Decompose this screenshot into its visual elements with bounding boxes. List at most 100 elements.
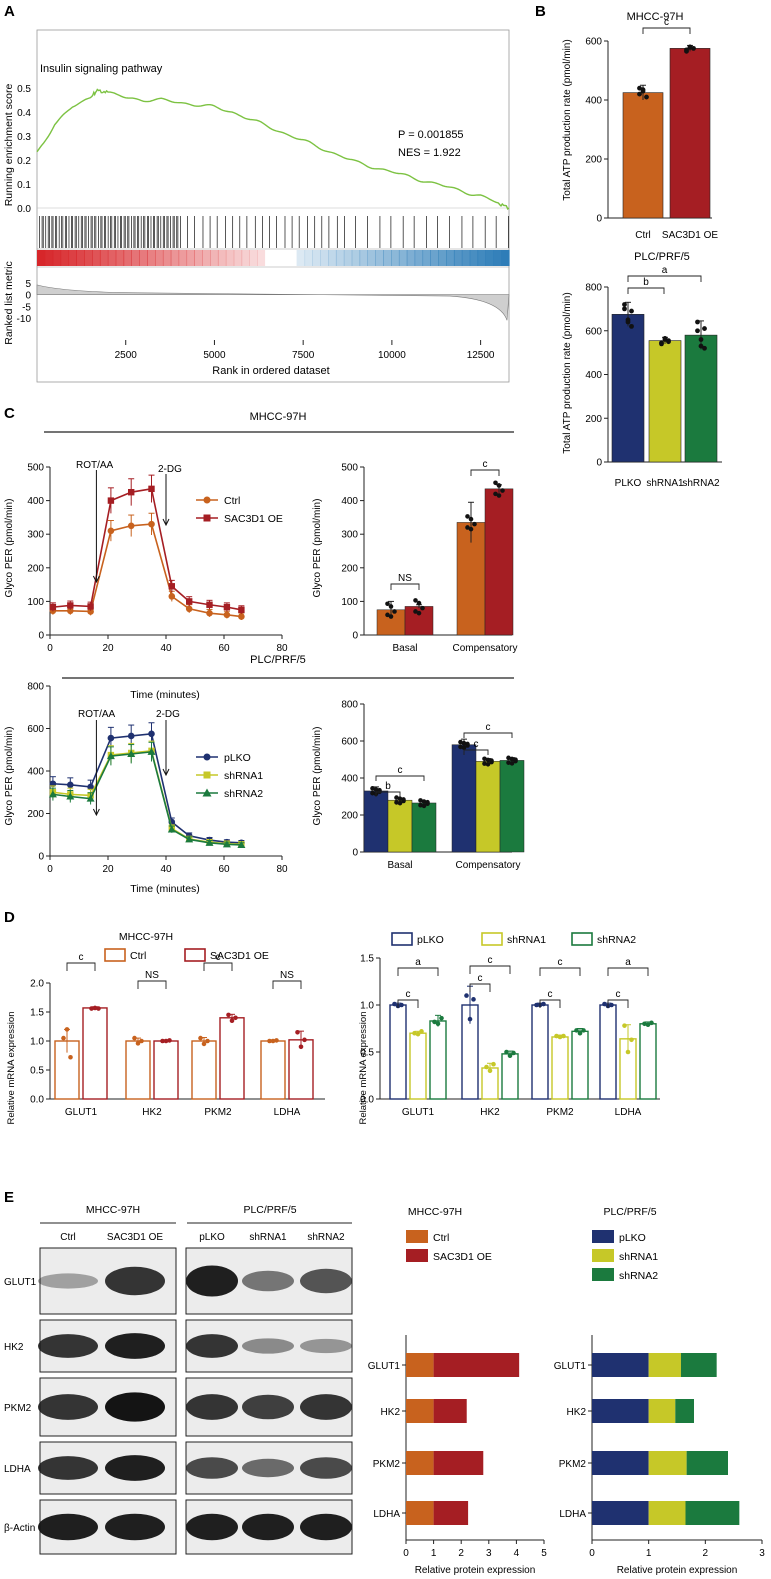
c-top-bar-y-tick-label: 100: [341, 597, 358, 608]
d-left-bar: [219, 1017, 245, 1100]
panel-a-gsea: Insulin signaling pathway P = 0.001855 N…: [3, 29, 510, 383]
c-bot-bar-dot: [458, 744, 463, 750]
e-left-bar-segment: [406, 1353, 434, 1377]
c-top-marker: [87, 603, 94, 610]
c-top-x-tick-label: 20: [102, 643, 114, 654]
c-bot-marker: [148, 730, 155, 738]
c-top-title: MHCC-97H: [250, 411, 307, 423]
e-right-bar-segment: [592, 1451, 649, 1475]
c-bot-bar-dot: [373, 787, 379, 792]
b-bot-y-tick-label: 400: [585, 370, 602, 381]
c-top-legend-marker: [203, 514, 211, 522]
d-left-sig: [272, 980, 302, 989]
d-right-dot: [642, 1021, 647, 1027]
c-bot-bar-bar: [411, 802, 437, 853]
gsea-heat-cell: [296, 250, 306, 266]
c-bot-legend-label: shRNA2: [224, 788, 263, 800]
gsea-heat-cell: [99, 250, 109, 266]
c-top-bar-dot: [392, 609, 397, 614]
d-right-dot: [487, 1068, 493, 1074]
c-bot-bar-dot: [421, 803, 427, 809]
b-bot-dot: [666, 338, 671, 343]
blot-band: [105, 1455, 165, 1481]
b-bot-y-tick-label: 800: [585, 283, 602, 294]
blot-band: [105, 1513, 165, 1541]
d-left-legend-swatch: [104, 948, 126, 962]
c-top-bar-dot: [413, 598, 418, 603]
c-bot-arrowhead: [92, 808, 100, 817]
gsea-heat-cell: [359, 250, 368, 266]
c-top-bar-y-tick-label: 400: [341, 496, 358, 507]
b-top-dot: [640, 88, 646, 94]
d-right-legend-label: shRNA1: [507, 934, 546, 946]
d-left-bar: [82, 1007, 108, 1100]
c-top-bar-dot: [465, 525, 470, 530]
d-left-x-label: LDHA: [274, 1107, 301, 1118]
d-left-dot: [89, 1006, 94, 1011]
blot-label: β-Actin: [4, 1523, 35, 1534]
e-lane-shrna2: shRNA2: [307, 1232, 345, 1243]
d-right-legend-label: pLKO: [417, 934, 444, 946]
e-right-legend-label: shRNA1: [619, 1251, 658, 1263]
b-bot-dot: [702, 326, 707, 331]
b-bot-x-label: shRNA2: [682, 478, 720, 489]
d-left-dot: [270, 1038, 276, 1044]
c-top-marker: [206, 601, 213, 608]
c-bot-y-tick-label: 0: [38, 852, 44, 863]
c-bot-y-tick-label: 200: [27, 809, 44, 820]
c-bot-bar-bar: [475, 761, 501, 853]
gsea-ranked-metric-area: [36, 284, 510, 321]
d-left-dot: [163, 1038, 169, 1044]
c-bot-bar-y-tick-label: 200: [341, 811, 358, 822]
d-right-dot: [534, 1002, 539, 1008]
c-top-marker: [67, 602, 74, 609]
gsea-y-tick-label: 0.2: [17, 156, 31, 167]
c-top-bar-dot: [413, 609, 418, 614]
e-hbar-right-title: PLC/PRF/5: [603, 1206, 656, 1218]
c-top-bar-dot: [416, 600, 422, 606]
c-bottom-xlabel: Time (minutes): [130, 883, 200, 895]
d-right-dot: [629, 1037, 634, 1043]
d-left-x-label: GLUT1: [65, 1107, 98, 1118]
c-top-marker: [223, 611, 231, 619]
gsea-heat-cell: [438, 250, 447, 266]
gsea-ticks: 0.5 0.4 0.3 0.2 0.1 0.0 50-5-10 2500 5000 7500 100…: [17, 84, 509, 361]
d-left-y-tick-label: 2.0: [30, 979, 44, 990]
blot-band: [300, 1513, 352, 1541]
blot-label: PKM2: [4, 1403, 32, 1414]
c-bot-bar-bar: [387, 799, 413, 853]
e-right-bar-segment: [680, 1353, 717, 1377]
c-top-series-line: [52, 487, 242, 611]
c-bot-bar-y-tick-label: 800: [341, 700, 358, 711]
gsea-hit-barcode: [39, 216, 509, 248]
gsea-heat-cell: [178, 250, 188, 266]
e-right-bar-segment: [648, 1501, 686, 1525]
e-right-legend-label: pLKO: [619, 1232, 646, 1244]
gsea-heat-cell: [422, 250, 431, 266]
gsea-heat-cell: [210, 250, 219, 266]
gsea-heat-cell: [123, 250, 132, 266]
b-bot-sig-b-label: b: [643, 277, 649, 288]
d-left-x-label: HK2: [142, 1107, 162, 1118]
c-bot-marker: [86, 794, 95, 802]
c-bot-bar-dot: [461, 740, 467, 746]
c-top-marker: [67, 607, 74, 615]
e-left-bar-segment: [433, 1399, 467, 1423]
d-right-bar: [571, 1030, 589, 1100]
e-left-y-label: GLUT1: [368, 1361, 401, 1372]
c-bot-marker: [205, 838, 214, 846]
c-top-bar-dot: [468, 516, 474, 522]
blot-label: LDHA: [4, 1464, 31, 1475]
blot-band: [186, 1457, 238, 1479]
e-hbar-left-xlabel: Relative protein expression: [415, 1565, 536, 1576]
gsea-frame: [36, 29, 510, 383]
b-bot-dot: [622, 306, 627, 312]
d-right-sig-inner-label: c: [406, 989, 411, 1000]
e-left-x-tick-label: 5: [541, 1548, 547, 1559]
c-top-line-chart: 500 400 300 200 100 00 20 40 60 80 Ctrl SAC3D1 OE: [27, 463, 288, 655]
gsea-heat-cell: [52, 250, 62, 266]
c-top-bar-y-tick-label: 200: [341, 563, 358, 574]
b-bot-dot: [695, 319, 700, 325]
c-bottom-bar-ylabel: Glyco PER (pmol/min): [312, 727, 323, 826]
